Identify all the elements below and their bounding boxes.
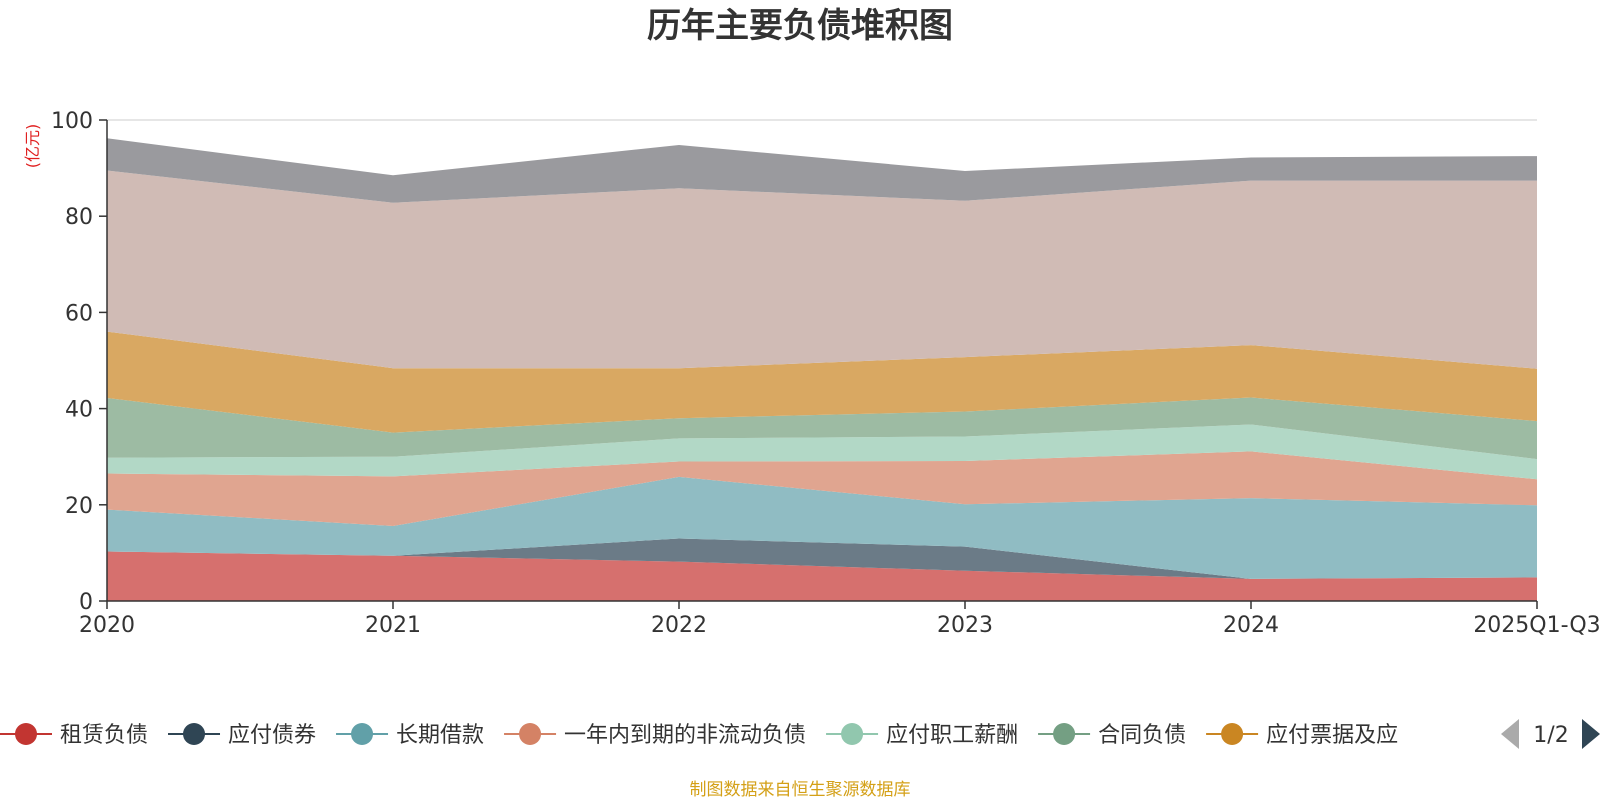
y-tick-label: 60	[65, 301, 93, 326]
area-一年内到期的非流动负债	[107, 451, 1537, 526]
area-series	[107, 138, 1537, 601]
legend-prev-page-icon[interactable]	[1501, 719, 1519, 749]
y-tick-label: 40	[65, 398, 93, 423]
legend-label: 长期借款	[396, 723, 484, 748]
legend-item[interactable]: 长期借款	[336, 723, 484, 748]
area-应付债券	[107, 538, 1537, 579]
x-axis-ticks: 2020 2021 2022 2023 2024 2025Q1-Q3	[79, 601, 1600, 638]
x-tick-label: 2020	[79, 613, 135, 638]
y-tick-label: 100	[51, 109, 93, 134]
area-应付职工薪酬	[107, 424, 1537, 480]
area-合同负债	[107, 397, 1537, 460]
area-长期借款	[107, 476, 1537, 579]
legend-item[interactable]: 应付职工薪酬	[826, 723, 1018, 748]
legend-label: 一年内到期的非流动负债	[564, 723, 806, 748]
legend-label: 应付票据及应	[1266, 723, 1398, 748]
area-其他应付款	[107, 170, 1537, 369]
legend-label: 应付债券	[228, 723, 316, 748]
legend-item[interactable]: 应付债券	[168, 723, 316, 748]
legend-item[interactable]: 租赁负债	[0, 723, 148, 748]
data-source-note: 制图数据来自恒生聚源数据库	[690, 780, 911, 800]
legend-pager: 1/2	[1501, 719, 1600, 749]
legend-marker-icon	[1221, 723, 1244, 745]
area-其他负债	[107, 138, 1537, 203]
legend-page-indicator: 1/2	[1533, 723, 1568, 748]
chart-title: 历年主要负债堆积图	[647, 6, 953, 46]
legend-item[interactable]: 合同负债	[1038, 723, 1186, 748]
legend-item[interactable]: 一年内到期的非流动负债	[504, 723, 806, 748]
legend-item[interactable]: 应付票据及应	[1206, 723, 1398, 748]
legend: 租赁负债 应付债券 长期借款 一年内到期的非流动负债 应付职工薪酬 合同负债 应付票据及应	[0, 723, 1398, 748]
x-tick-label: 2021	[365, 613, 421, 638]
x-tick-label: 2023	[937, 613, 993, 638]
legend-marker-icon	[183, 723, 206, 745]
legend-marker-icon	[841, 723, 864, 745]
legend-label: 应付职工薪酬	[886, 723, 1018, 748]
legend-label: 合同负债	[1098, 723, 1186, 748]
area-租赁负债	[107, 551, 1537, 601]
axes	[106, 120, 1537, 602]
legend-marker-icon	[1053, 723, 1076, 745]
legend-marker-icon	[15, 723, 37, 745]
area-应付票据及应付账款	[107, 331, 1537, 433]
legend-marker-icon	[351, 723, 374, 745]
x-tick-label: 2022	[651, 613, 707, 638]
legend-next-page-icon[interactable]	[1582, 719, 1600, 749]
y-tick-label: 80	[65, 205, 93, 230]
legend-label: 租赁负债	[60, 723, 148, 748]
x-tick-label: 2025Q1-Q3	[1473, 613, 1600, 638]
x-tick-label: 2024	[1223, 613, 1279, 638]
y-axis-unit-label: (亿元)	[23, 124, 42, 169]
y-tick-label: 20	[65, 494, 93, 519]
y-axis-ticks: 0 20 40 60 80 100	[51, 109, 107, 615]
legend-marker-icon	[519, 723, 542, 745]
y-tick-label: 0	[79, 590, 93, 615]
